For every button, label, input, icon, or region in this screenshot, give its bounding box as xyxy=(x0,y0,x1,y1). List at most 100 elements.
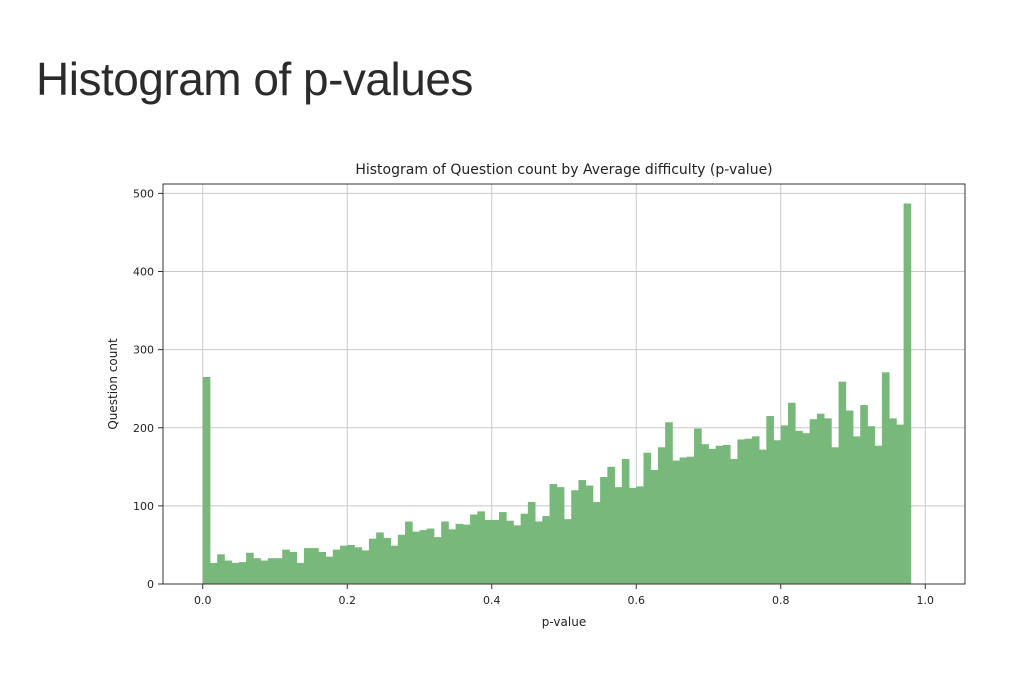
x-tick-label: 0.6 xyxy=(628,594,646,607)
histogram-bar xyxy=(672,460,681,584)
histogram-bar xyxy=(744,438,753,584)
axis-ticks: 0.0 0.2 0.4 0.6 0.8 1.0 0 100 200 300 400 500 xyxy=(133,187,934,607)
x-tick-label: 0.8 xyxy=(772,594,790,607)
histogram-bar xyxy=(665,422,673,584)
histogram-bar xyxy=(340,545,348,584)
histogram-bar xyxy=(419,530,428,584)
histogram-bar xyxy=(766,416,774,584)
histogram-bar xyxy=(722,444,731,584)
histogram-bar xyxy=(311,548,319,584)
histogram-bar xyxy=(751,436,760,584)
histogram-bar xyxy=(433,537,442,584)
histogram-bar xyxy=(853,436,861,584)
y-tick-label: 300 xyxy=(133,344,154,357)
histogram-bar xyxy=(809,419,818,584)
chart-title: Histogram of Question count by Average d… xyxy=(355,162,772,178)
x-tick-label: 0.4 xyxy=(483,594,501,607)
histogram-bar xyxy=(686,456,695,584)
histogram-bar xyxy=(520,513,529,584)
histogram-bar xyxy=(585,485,594,584)
histogram-bar xyxy=(441,521,449,584)
plot-frame xyxy=(162,183,966,585)
histogram-bar xyxy=(860,405,868,584)
histogram-bar xyxy=(470,514,478,584)
histogram-bar xyxy=(246,552,254,584)
histogram-bar xyxy=(679,457,688,584)
histogram-bar xyxy=(737,439,746,584)
histogram-bar xyxy=(332,549,341,584)
histogram-bar xyxy=(303,548,312,584)
x-axis-label: p-value xyxy=(542,615,586,629)
histogram-bar xyxy=(824,418,832,584)
histogram-bar xyxy=(657,447,666,584)
histogram-bar xyxy=(759,449,767,584)
histogram-bar xyxy=(267,558,276,584)
histogram-bar xyxy=(715,445,724,584)
histogram-bar xyxy=(361,550,370,584)
histogram-bar xyxy=(209,562,218,584)
histogram-bar xyxy=(802,433,811,584)
histogram-bar xyxy=(629,487,637,584)
histogram-bar xyxy=(462,524,471,584)
histogram-bar xyxy=(600,476,608,584)
histogram-bar xyxy=(549,484,558,584)
histogram-bar xyxy=(636,486,644,584)
histogram-bar xyxy=(412,531,420,584)
histogram-bar xyxy=(397,534,406,584)
histogram-bar xyxy=(455,523,464,584)
histogram-bar xyxy=(289,551,298,584)
histogram-bar xyxy=(896,424,904,584)
histogram-bar xyxy=(730,459,738,584)
histogram-bar xyxy=(296,562,305,584)
histogram-bar xyxy=(607,466,615,584)
histogram-bar xyxy=(643,452,652,584)
histogram-bar xyxy=(650,469,659,584)
histogram-bar xyxy=(368,538,377,584)
histogram-bar xyxy=(881,372,890,584)
histogram-bar xyxy=(542,516,550,584)
histogram-bar xyxy=(325,556,334,584)
histogram-bar xyxy=(694,428,702,584)
histogram-bar xyxy=(347,544,355,584)
histogram-bar xyxy=(405,521,413,584)
histogram-bar xyxy=(527,501,536,584)
y-axis-label: Question count xyxy=(106,338,120,430)
histogram-bar xyxy=(621,459,630,584)
histogram-bar xyxy=(253,558,261,584)
histogram-bar xyxy=(564,519,572,584)
x-tick-label: 0.2 xyxy=(338,594,356,607)
histogram-bar xyxy=(614,487,623,584)
histogram-bar xyxy=(535,521,543,584)
x-tick-label: 0.0 xyxy=(194,594,212,607)
x-tick-label: 1.0 xyxy=(917,594,935,607)
histogram-bar xyxy=(217,554,225,584)
histogram-bar xyxy=(780,425,789,584)
histogram-bar xyxy=(831,447,839,584)
histogram-bar xyxy=(773,440,782,584)
histogram-bar xyxy=(390,545,399,584)
histogram-bar xyxy=(795,430,803,584)
histogram-bar xyxy=(491,519,500,584)
y-tick-label: 0 xyxy=(147,578,154,591)
histogram-bar xyxy=(513,525,522,584)
histogram-bars xyxy=(202,203,912,584)
histogram-bar xyxy=(787,402,796,584)
histogram-bar xyxy=(224,560,233,584)
histogram-bar xyxy=(874,445,883,584)
histogram-bar xyxy=(260,560,269,584)
histogram-bar xyxy=(816,413,825,584)
histogram-bar xyxy=(889,418,897,584)
histogram-bar xyxy=(708,448,717,584)
histogram-bar xyxy=(845,410,854,584)
histogram-bar xyxy=(506,520,514,584)
histogram-bar xyxy=(903,203,912,584)
histogram-bar xyxy=(238,562,247,584)
y-tick-label: 400 xyxy=(133,266,154,279)
y-tick-label: 100 xyxy=(133,500,154,513)
histogram-bar xyxy=(354,547,363,584)
histogram-bar xyxy=(701,444,709,584)
histogram-bar xyxy=(498,512,507,584)
histogram-bar xyxy=(867,426,876,584)
histogram-bar xyxy=(282,549,290,584)
histogram-bar xyxy=(578,480,587,584)
